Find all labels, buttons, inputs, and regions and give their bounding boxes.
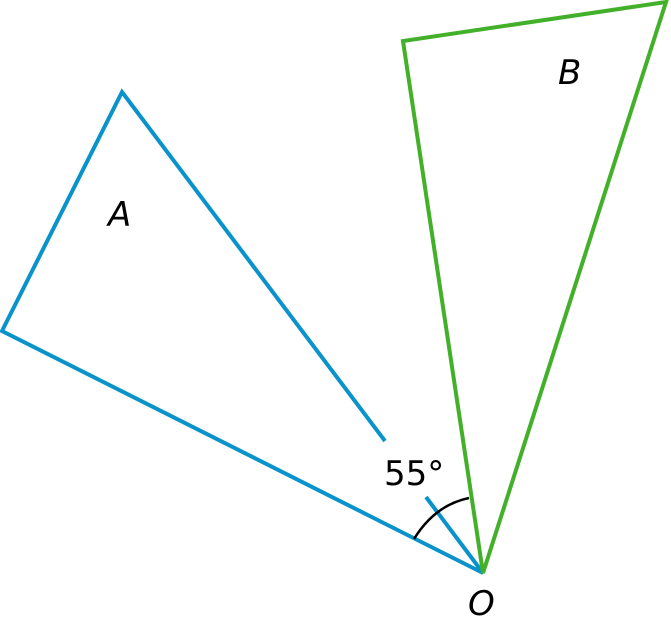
label-origin: O: [468, 584, 495, 624]
triangle-b: [400, 0, 669, 574]
triangle-b-outline: [400, 0, 669, 574]
label-a: A: [106, 195, 131, 235]
angle-arc: [412, 496, 470, 540]
triangle-a-outline: [0, 88, 485, 575]
triangle-a: [0, 88, 485, 575]
label-b: B: [558, 53, 581, 93]
angle-label: 55°: [384, 454, 444, 494]
